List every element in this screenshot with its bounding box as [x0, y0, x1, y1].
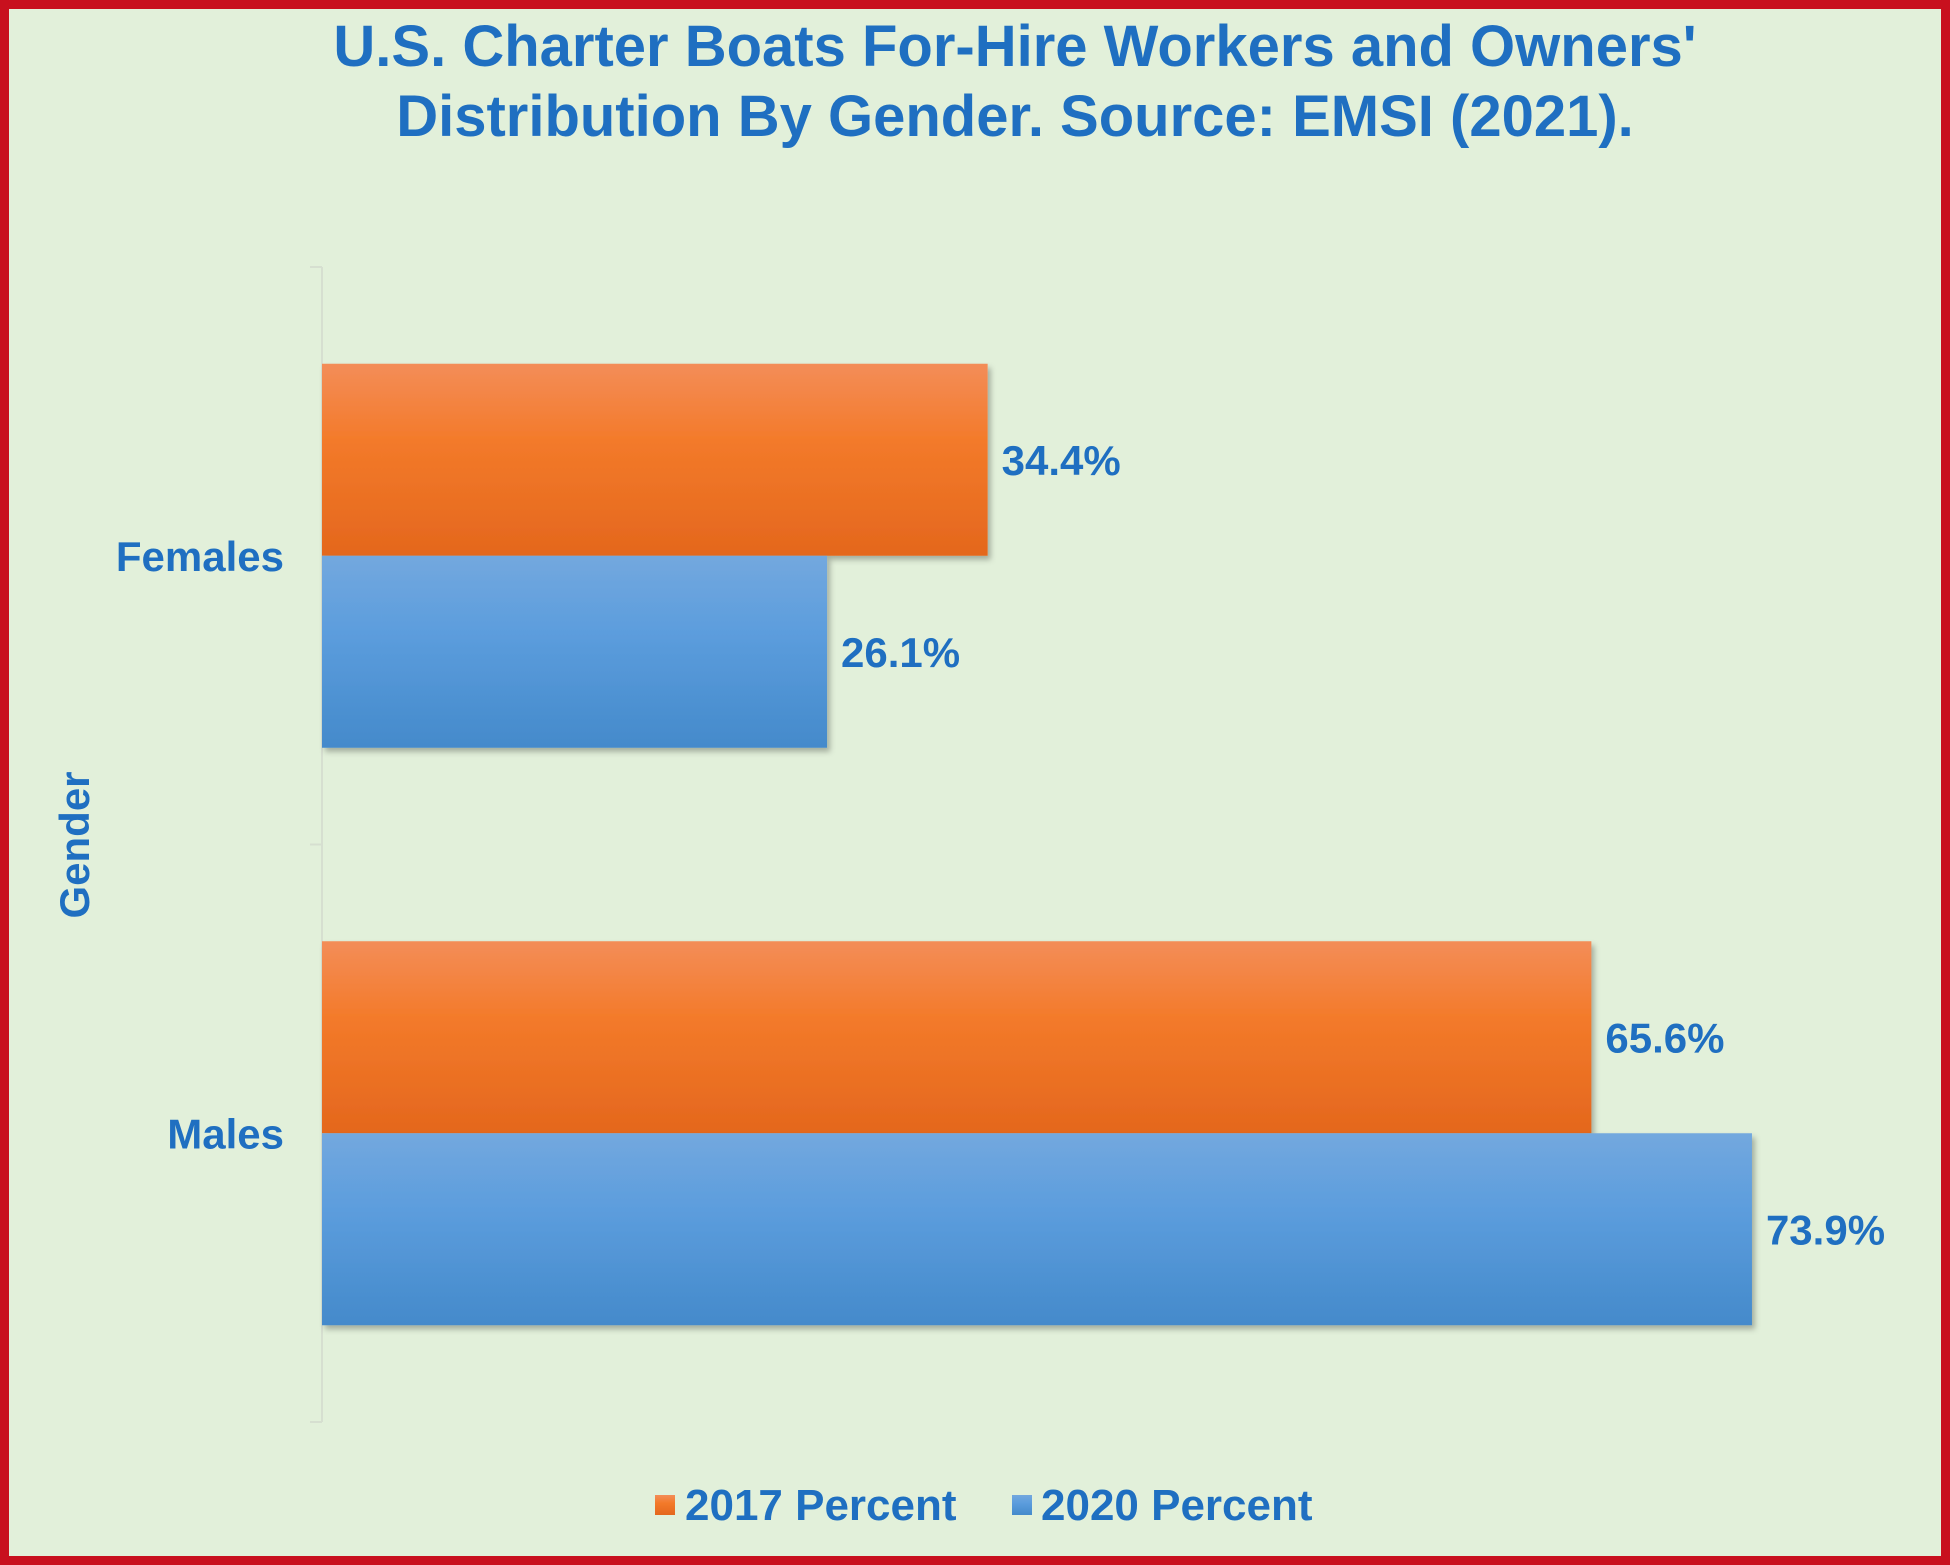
- plot-area: Females 34.4% 26.1% Males 65.6% 73.9%: [116, 266, 1885, 1423]
- chart-title-line-1: U.S. Charter Boats For-Hire Workers and …: [333, 14, 1696, 79]
- category-label-females: Females: [116, 533, 284, 580]
- legend-swatch-2017: [655, 1495, 675, 1515]
- data-label-females-2020: 26.1%: [841, 629, 960, 676]
- data-label-males-2020: 73.9%: [1766, 1206, 1885, 1253]
- legend-label-2020: 2020 Percent: [1041, 1481, 1313, 1530]
- chart-title-line-2: Distribution By Gender. Source: EMSI (20…: [396, 84, 1634, 149]
- legend-swatch-2020: [1012, 1495, 1032, 1515]
- data-label-females-2017: 34.4%: [1002, 437, 1121, 484]
- data-label-males-2017: 65.6%: [1605, 1014, 1724, 1061]
- y-axis-title: Gender: [51, 771, 98, 918]
- legend-label-2017: 2017 Percent: [685, 1481, 957, 1530]
- bar-males-2017: [322, 941, 1592, 1134]
- bar-females-2017: [322, 363, 988, 556]
- legend: 2017 Percent 2020 Percent: [655, 1481, 1313, 1530]
- bar-females-2020: [322, 555, 828, 748]
- bar-males-2020: [322, 1133, 1752, 1326]
- category-label-males: Males: [167, 1110, 284, 1157]
